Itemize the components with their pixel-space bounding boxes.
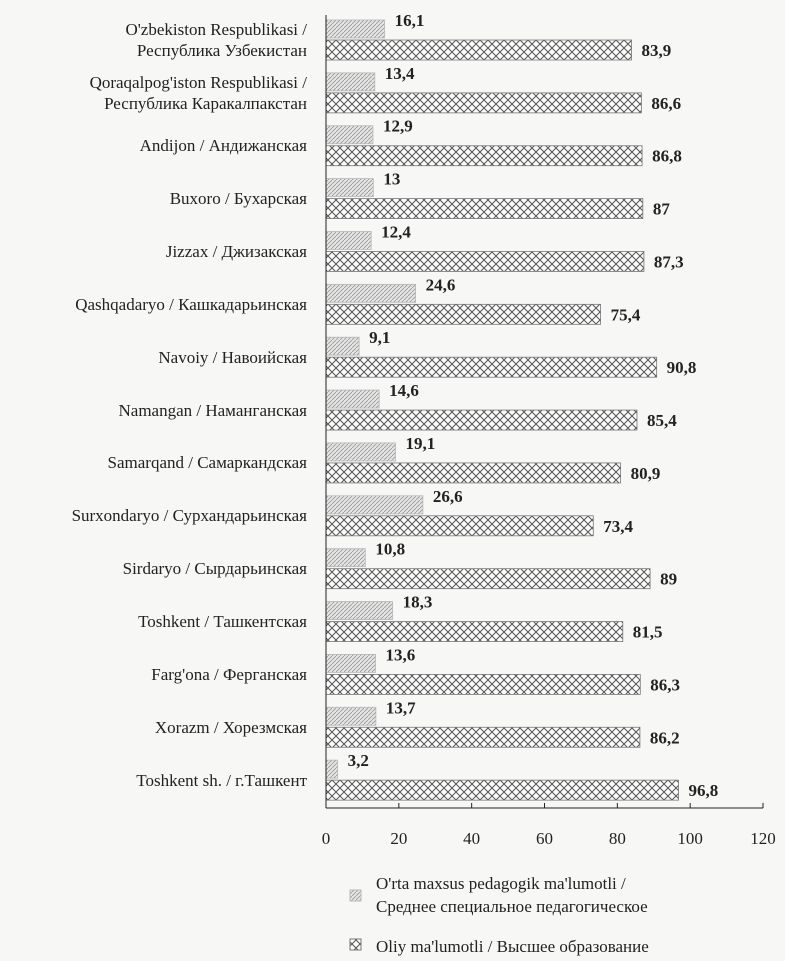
value-label: 18,3	[403, 593, 433, 612]
bar	[325, 759, 339, 779]
value-label: 9,1	[369, 328, 390, 347]
bar	[325, 726, 641, 748]
bar	[325, 336, 360, 356]
category-label: Qashqadaryo / Кашкадарьинская	[75, 294, 307, 314]
x-tick-label: 120	[750, 829, 776, 848]
bar	[325, 674, 641, 695]
bar	[325, 92, 642, 114]
value-label: 13,4	[385, 64, 415, 83]
value-label: 13,7	[386, 698, 416, 717]
bar	[325, 39, 632, 61]
bar	[325, 19, 386, 39]
x-tick-label: 100	[677, 829, 703, 848]
value-label: 75,4	[611, 305, 641, 324]
value-label: 90,8	[667, 358, 697, 377]
category-label: Qoraqalpog'iston Respublikasi / Республи…	[89, 72, 307, 113]
legend-label: O'rta maxsus pedagogik ma'lumotli / Сред…	[376, 874, 648, 916]
value-label: 12,9	[383, 117, 413, 136]
value-label: 86,8	[652, 147, 682, 166]
bar	[325, 515, 594, 537]
legend-swatch	[349, 889, 362, 902]
value-label: 24,6	[426, 275, 456, 294]
bar	[325, 621, 624, 642]
category-label: Toshkent / Ташкентская	[138, 612, 307, 632]
value-label: 86,6	[651, 94, 681, 113]
value-label: 19,1	[406, 434, 436, 453]
value-label: 89	[660, 570, 677, 589]
legend-swatch	[349, 938, 362, 951]
bar	[325, 356, 658, 378]
category-label: Farg'ona / Ферганская	[151, 664, 307, 684]
bar	[325, 462, 622, 484]
value-label: 13,6	[386, 645, 416, 664]
bar	[325, 178, 374, 198]
value-label: 83,9	[642, 41, 672, 60]
category-label: Xorazm / Хорезмская	[154, 717, 307, 737]
category-label: Surxondaryo / Сурхандарьинская	[71, 506, 307, 526]
x-tick-label: 0	[322, 829, 331, 848]
category-label: Samarqand / Самаркандская	[107, 453, 307, 473]
x-tick-label: 60	[536, 829, 553, 848]
bar	[325, 654, 376, 673]
bar	[325, 706, 377, 726]
bar	[325, 72, 376, 92]
value-label: 73,4	[603, 517, 633, 536]
value-label: 86,3	[650, 675, 680, 694]
value-label: 10,8	[375, 540, 405, 559]
x-tick-label: 80	[609, 829, 626, 848]
bar	[325, 548, 366, 568]
bar	[325, 303, 601, 325]
category-label: O'zbekiston Respublikasi / Республика Уз…	[125, 20, 307, 60]
category-label: Navoiy / Навоийская	[158, 347, 307, 367]
category-label: Buxoro / Бухарская	[169, 189, 307, 209]
category-label: Toshkent sh. / г.Ташкент	[136, 770, 307, 790]
bar	[325, 409, 638, 431]
value-label: 26,6	[433, 487, 463, 506]
bar	[325, 442, 396, 462]
value-label: 13	[383, 170, 400, 189]
value-label: 96,8	[689, 781, 719, 800]
value-label: 16,1	[395, 11, 425, 30]
bar	[325, 601, 394, 620]
value-label: 80,9	[631, 464, 661, 483]
bar	[325, 251, 645, 272]
bar	[325, 495, 424, 515]
value-label: 86,2	[650, 728, 680, 747]
bar	[325, 198, 644, 220]
bar	[325, 125, 374, 145]
value-label: 3,2	[348, 751, 369, 770]
category-label: Andijon / Андижанская	[139, 136, 307, 156]
value-label: 12,4	[381, 222, 411, 241]
bar	[325, 568, 651, 590]
value-label: 87,3	[654, 252, 684, 271]
value-label: 81,5	[633, 623, 663, 642]
category-label: Jizzax / Джизакская	[165, 241, 307, 261]
legend-label: Oliy ma'lumotli / Высшее образование	[376, 937, 649, 956]
value-label: 14,6	[389, 381, 419, 400]
bar	[325, 231, 372, 250]
bar	[325, 779, 679, 801]
value-label: 85,4	[647, 411, 677, 430]
category-label: Namangan / Наманганская	[118, 400, 308, 420]
bar	[325, 389, 380, 409]
bar	[325, 145, 643, 167]
x-tick-label: 40	[463, 829, 480, 848]
x-tick-label: 20	[390, 829, 407, 848]
bar	[325, 283, 416, 303]
value-label: 87	[653, 200, 671, 219]
category-label: Sirdaryo / Сырдарьинская	[122, 559, 307, 579]
